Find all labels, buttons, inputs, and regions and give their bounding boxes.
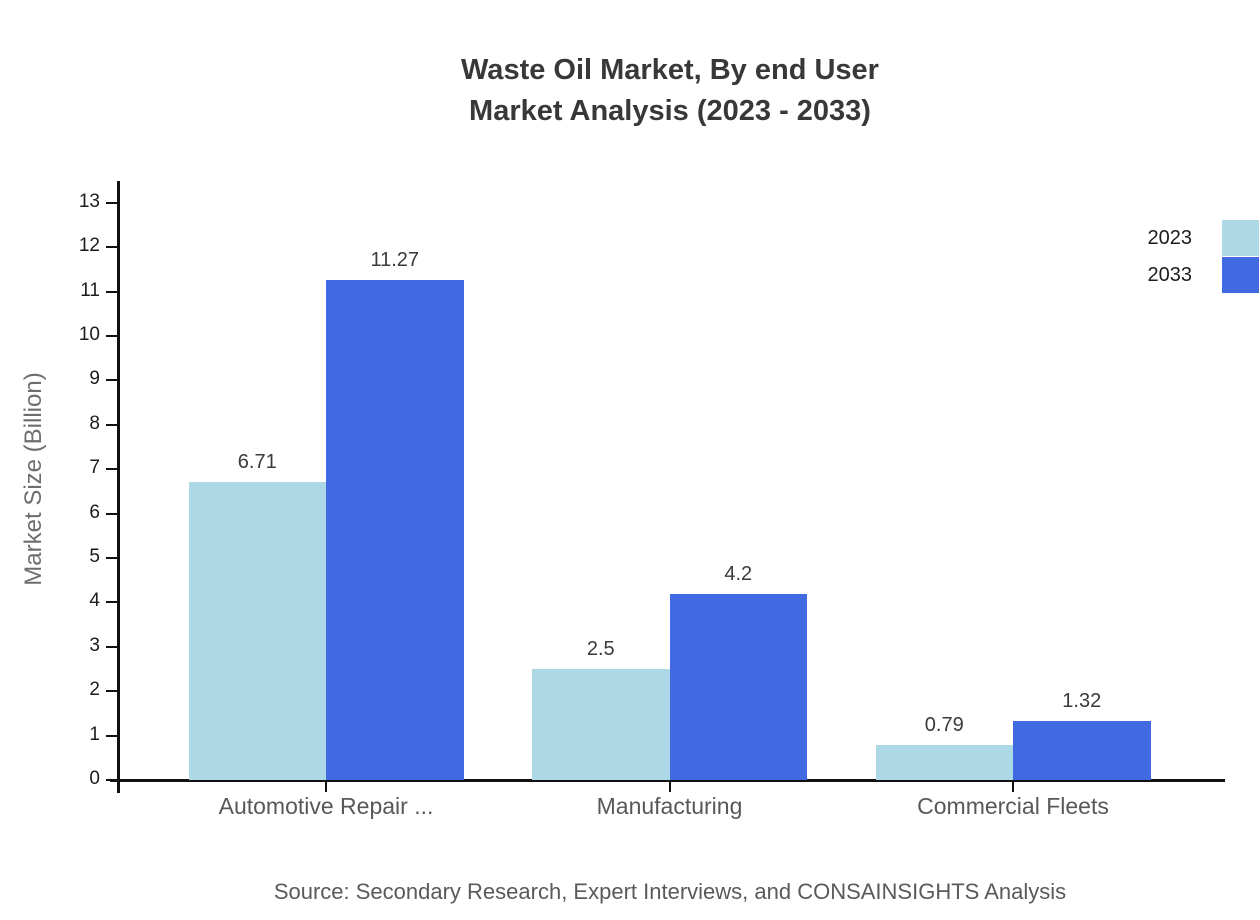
y-tick (106, 201, 118, 204)
y-tick (106, 379, 118, 382)
chart-title-line2: Market Analysis (2023 - 2033) (469, 95, 871, 127)
legend-swatch-2023 (1222, 220, 1259, 256)
bar-2033-2 (1013, 721, 1151, 780)
y-tick (106, 423, 118, 426)
y-tick-label: 13 (78, 190, 100, 212)
y-tick-label: 2 (89, 679, 100, 701)
x-axis-line (110, 779, 1225, 782)
y-tick-label: 11 (80, 279, 100, 301)
y-tick (106, 335, 118, 337)
bar-value-label: 4.2 (724, 562, 753, 585)
legend: 2023 2033 (1147, 220, 1259, 293)
x-category-label: Automotive Repair ... (218, 793, 434, 819)
legend-label-2023: 2023 (1147, 226, 1193, 249)
bar-2033-1 (669, 593, 807, 780)
bar-value-label: 1.32 (1062, 690, 1102, 713)
bar-value-label: 11.27 (370, 248, 420, 271)
y-axis-title: Market Size (Billion) (20, 372, 47, 586)
bar-2023-1 (532, 669, 670, 780)
y-tick (106, 645, 118, 648)
x-category-label: Manufacturing (596, 793, 743, 819)
y-tick-label: 5 (89, 546, 100, 567)
y-tick-label: 3 (89, 634, 100, 656)
y-tick (106, 601, 118, 604)
y-tick (106, 290, 118, 293)
y-tick-label: 6 (89, 501, 100, 523)
x-category-label: Commercial Fleets (917, 793, 1109, 819)
y-tick (106, 246, 118, 249)
y-tick-label: 9 (89, 368, 100, 390)
x-tick (325, 779, 327, 792)
y-tick (106, 734, 118, 737)
bar-value-label: 6.71 (237, 451, 277, 474)
bar-2023-2 (875, 744, 1013, 780)
y-tick (106, 512, 118, 515)
chart-title: Waste Oil Market, By end User Market Ana… (70, 50, 1260, 132)
y-tick (106, 779, 118, 781)
y-tick-label: 8 (89, 412, 100, 434)
legend-item-2023: 2023 (1147, 220, 1259, 256)
y-tick (106, 557, 118, 559)
bar-2023-0 (188, 482, 326, 780)
legend-swatch-2033 (1222, 257, 1259, 293)
x-tick (668, 779, 671, 792)
y-tick-label: 0 (89, 768, 100, 789)
legend-label-2033: 2033 (1147, 263, 1193, 286)
y-tick-label: 12 (78, 235, 100, 257)
bar-value-label: 0.79 (924, 713, 964, 736)
y-tick-label: 1 (89, 723, 100, 745)
bar-value-label: 2.5 (586, 638, 615, 660)
source-note: Source: Secondary Research, Expert Inter… (273, 879, 1067, 904)
y-tick (106, 468, 118, 471)
bar-2033-0 (326, 279, 464, 780)
x-tick (1012, 779, 1014, 792)
y-tick (106, 690, 118, 693)
chart-title-line1: Waste Oil Market, By end User (461, 54, 879, 86)
y-tick-label: 10 (78, 324, 100, 345)
legend-item-2033: 2033 (1147, 257, 1259, 293)
y-tick-label: 7 (89, 457, 100, 479)
y-axis-line (117, 181, 120, 793)
y-tick-label: 4 (89, 590, 100, 612)
